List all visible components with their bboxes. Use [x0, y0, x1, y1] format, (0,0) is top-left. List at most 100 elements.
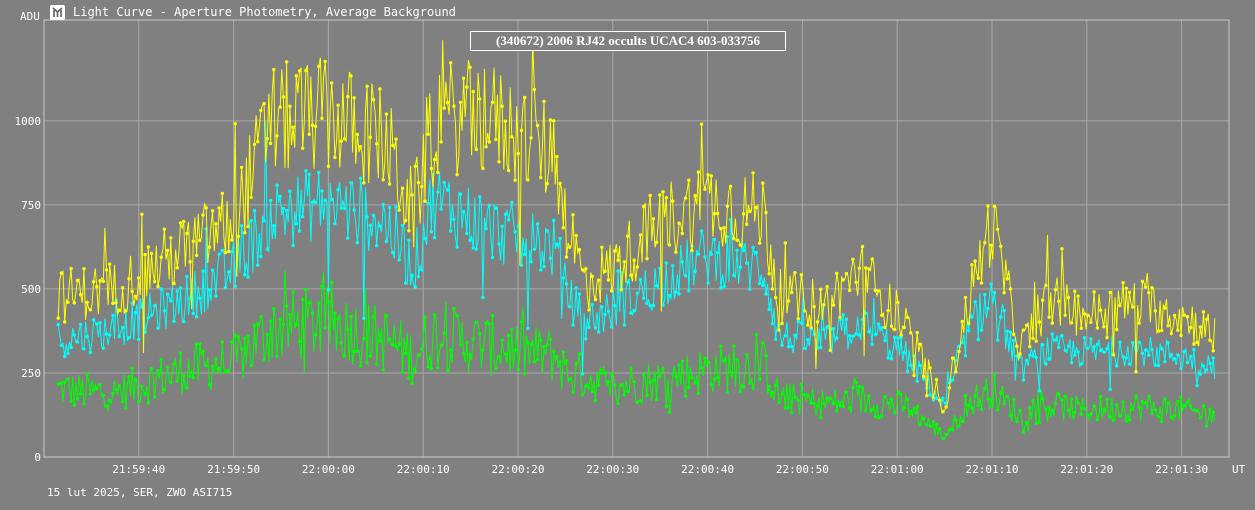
- data-point: [893, 327, 897, 332]
- data-point: [638, 233, 643, 237]
- data-point: [333, 155, 337, 160]
- data-point: [355, 132, 360, 137]
- data-point: [667, 293, 672, 298]
- data-point: [210, 364, 215, 368]
- data-point: [506, 168, 511, 173]
- data-point: [1201, 404, 1206, 408]
- data-point: [66, 351, 70, 356]
- data-point: [999, 315, 1003, 319]
- data-point: [992, 290, 997, 295]
- data-point: [259, 108, 263, 113]
- data-point: [217, 206, 221, 210]
- data-point: [526, 326, 530, 331]
- data-point: [703, 187, 707, 191]
- data-point: [391, 143, 395, 148]
- data-point: [764, 353, 768, 358]
- data-point: [786, 345, 791, 349]
- data-point: [568, 245, 572, 249]
- data-point: [1205, 317, 1209, 322]
- data-point: [622, 393, 627, 397]
- data-point: [764, 210, 768, 215]
- data-point: [1140, 279, 1145, 283]
- data-point: [275, 134, 279, 138]
- data-point: [880, 313, 884, 317]
- data-point: [1092, 290, 1096, 294]
- data-point: [1024, 358, 1029, 363]
- data-point: [905, 315, 910, 320]
- data-point: [886, 308, 890, 313]
- data-point: [104, 332, 109, 336]
- data-point: [616, 401, 620, 406]
- data-point: [745, 222, 749, 226]
- data-point: [1037, 420, 1042, 424]
- data-point: [954, 370, 958, 374]
- x-tick-label: 21:59:50: [207, 463, 260, 476]
- data-point: [346, 236, 350, 240]
- data-point: [889, 357, 894, 361]
- data-point: [104, 268, 109, 272]
- data-point: [867, 330, 871, 334]
- data-point: [532, 247, 537, 251]
- data-point: [539, 338, 543, 342]
- data-point: [1086, 313, 1090, 317]
- data-point: [198, 238, 202, 243]
- data-point: [799, 382, 804, 387]
- data-point: [326, 288, 331, 292]
- data-point: [577, 352, 582, 356]
- data-point: [1089, 412, 1093, 416]
- data-point: [330, 81, 334, 85]
- data-point: [706, 173, 710, 177]
- data-point: [365, 361, 369, 365]
- data-point: [1195, 340, 1199, 345]
- data-point: [439, 140, 443, 144]
- data-point: [638, 277, 643, 282]
- data-point: [860, 244, 865, 249]
- data-point: [320, 284, 324, 289]
- data-point: [896, 300, 900, 305]
- data-point: [1150, 347, 1154, 352]
- data-point: [1053, 401, 1058, 406]
- data-point: [1089, 320, 1093, 324]
- data-point: [82, 267, 86, 271]
- data-point: [963, 354, 968, 358]
- data-point: [172, 362, 176, 366]
- data-point: [159, 255, 163, 259]
- data-point: [542, 344, 546, 349]
- data-point: [510, 200, 514, 205]
- data-point: [484, 145, 488, 149]
- data-point: [56, 322, 60, 327]
- data-point: [91, 280, 96, 284]
- data-point: [320, 189, 324, 193]
- data-point: [1189, 325, 1193, 330]
- data-point: [194, 315, 199, 319]
- data-point: [484, 321, 488, 325]
- data-point: [699, 366, 704, 370]
- data-point: [532, 87, 537, 92]
- data-point: [934, 422, 939, 427]
- data-point: [220, 248, 224, 253]
- data-point: [85, 300, 89, 304]
- data-point: [72, 333, 77, 337]
- data-point: [413, 285, 417, 289]
- data-point: [449, 61, 453, 65]
- data-point: [497, 242, 501, 246]
- data-point: [600, 371, 604, 375]
- data-point: [783, 334, 787, 338]
- data-point: [783, 406, 787, 410]
- data-point: [831, 327, 836, 331]
- data-point: [210, 209, 215, 213]
- data-point: [667, 243, 672, 247]
- data-point: [757, 241, 762, 245]
- data-point: [1050, 408, 1055, 412]
- data-point: [188, 374, 192, 378]
- data-point: [835, 409, 839, 413]
- data-point: [584, 384, 588, 388]
- data-point: [1192, 342, 1196, 346]
- data-point: [165, 365, 170, 369]
- data-point: [1179, 333, 1183, 338]
- data-point: [600, 305, 604, 309]
- data-point: [851, 334, 855, 338]
- data-point: [1124, 356, 1129, 360]
- data-point: [864, 266, 868, 270]
- data-point: [288, 189, 292, 193]
